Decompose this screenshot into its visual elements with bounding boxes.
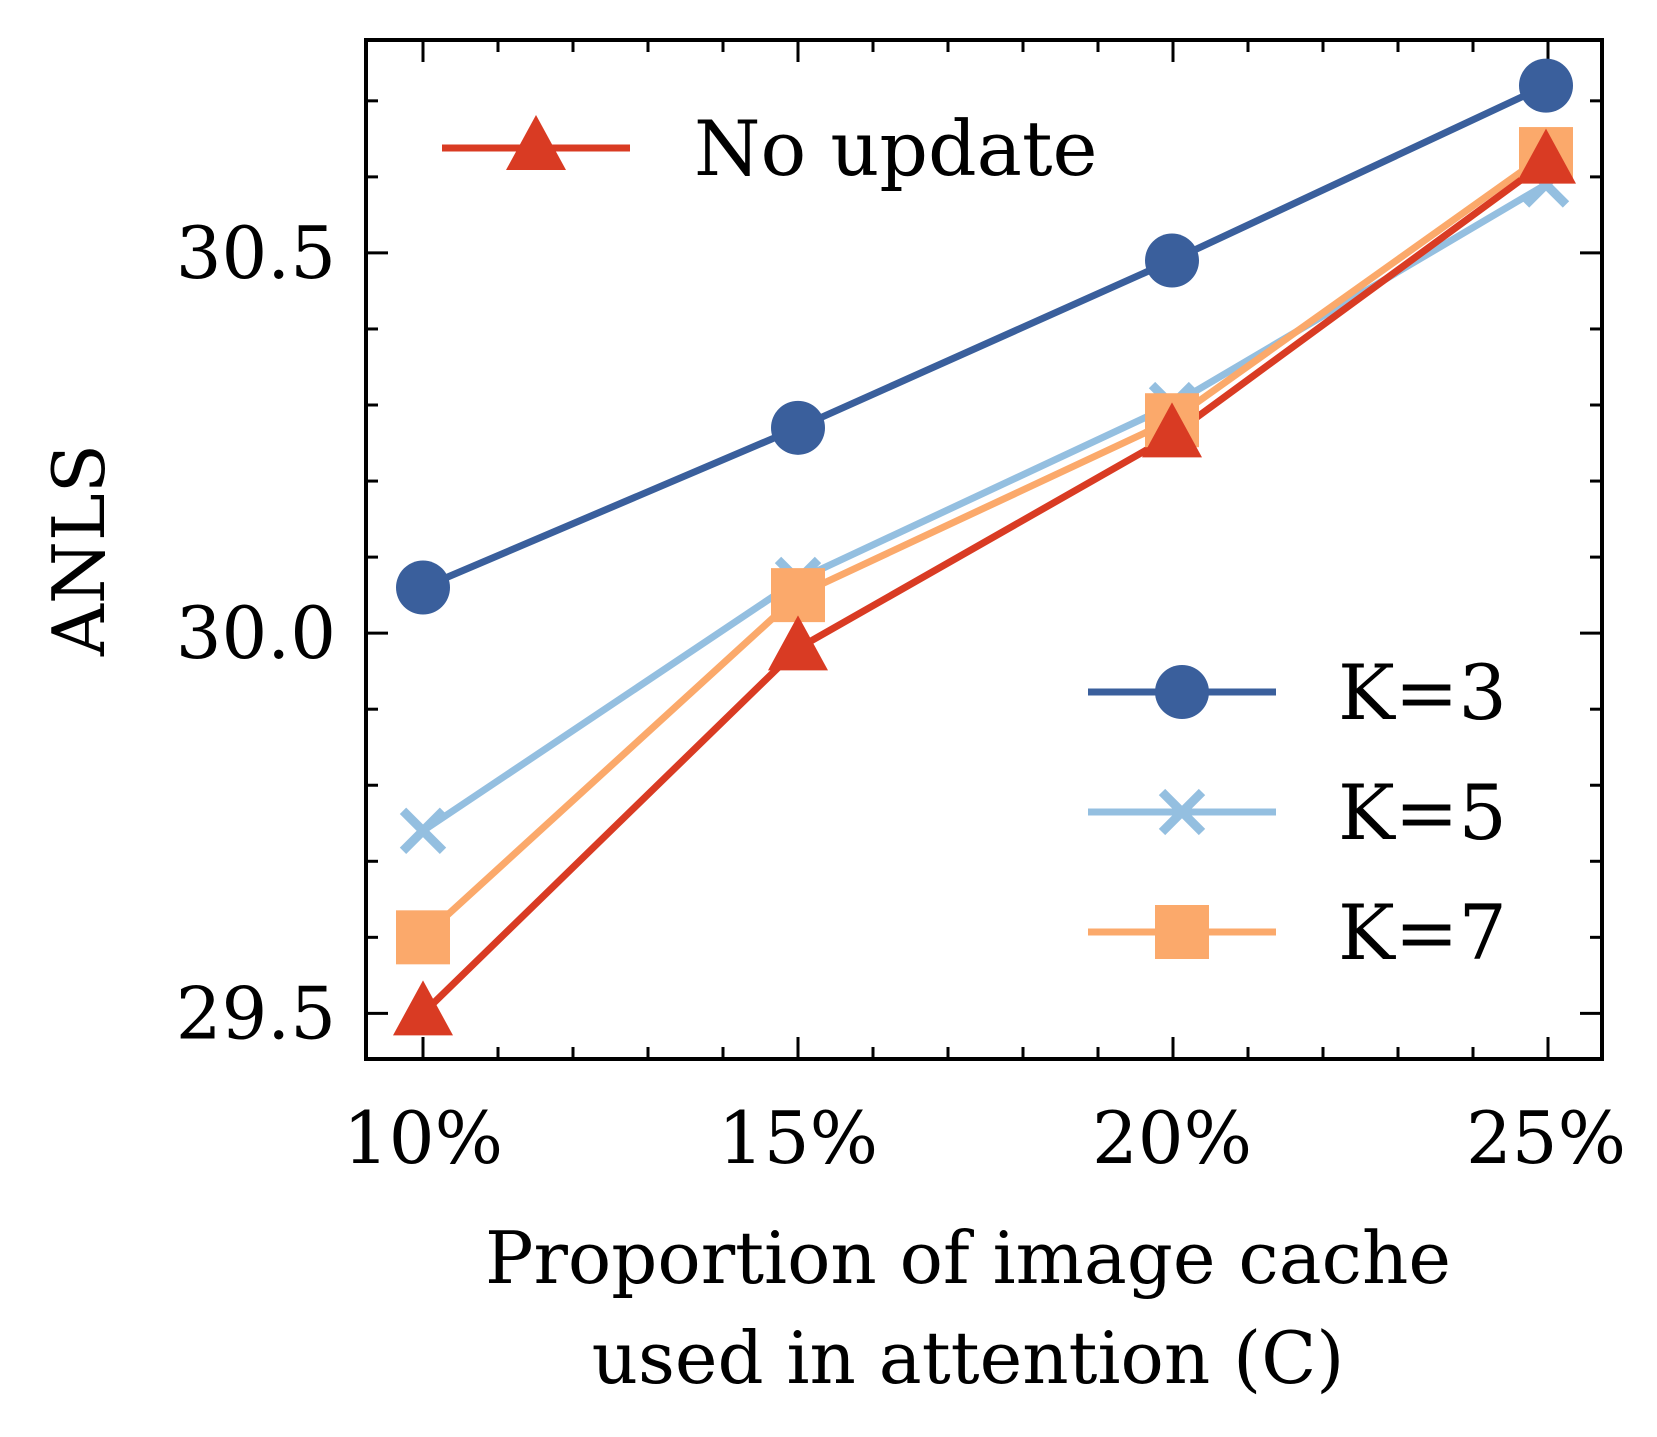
x-axis-label-line-1: Proportion of image cache	[485, 1216, 1451, 1300]
y-tick-label: 30.0	[176, 591, 336, 675]
tick-labels: 29.5 30.0 30.5 10% 15% 20% 25%	[176, 211, 1626, 1180]
y-tick-label: 30.5	[176, 211, 336, 295]
data-point-no-update	[1142, 402, 1202, 458]
x-axis-label-line-2: used in attention (C)	[592, 1316, 1345, 1400]
legend-marker	[1155, 665, 1209, 719]
legend-label: K=3	[1338, 648, 1507, 737]
x-tick-label: 15%	[718, 1096, 878, 1180]
legend-label: K=7	[1338, 888, 1507, 977]
series-markers	[393, 58, 1576, 1036]
data-point-no-update	[393, 980, 453, 1036]
legend-label: K=5	[1338, 768, 1507, 857]
data-point-k-3	[771, 400, 825, 455]
series-lines	[420, 82, 1549, 1016]
legend-marker	[1158, 788, 1206, 836]
series-line-no-update	[420, 158, 1549, 1016]
data-point-k-7	[396, 910, 450, 965]
data-point-no-update	[1516, 128, 1576, 184]
legend: No update K=3 K=5 K=7	[442, 104, 1507, 977]
data-point-k-3	[1145, 233, 1199, 288]
x-tick-label: 25%	[1466, 1096, 1626, 1180]
data-point-no-update	[768, 615, 828, 671]
y-axis-label: ANLS	[37, 444, 121, 657]
data-point-k-3	[396, 560, 450, 615]
data-point-k-5	[399, 807, 447, 855]
x-tick-label: 20%	[1092, 1096, 1252, 1180]
data-point-k-7	[771, 568, 825, 623]
data-point-k-3	[1519, 58, 1573, 113]
legend-label: No update	[694, 104, 1098, 193]
x-tick-label: 10%	[343, 1096, 503, 1180]
series-line-k-7	[420, 151, 1549, 940]
series-line-k-3	[421, 82, 1548, 591]
legend-marker	[1155, 905, 1209, 959]
legend-marker	[506, 115, 566, 170]
y-tick-label: 29.5	[176, 971, 336, 1055]
plot-frame	[364, 38, 1604, 1061]
